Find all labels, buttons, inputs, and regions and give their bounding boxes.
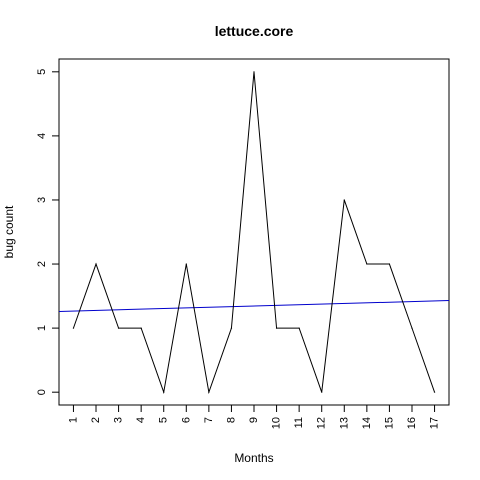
x-tick-label: 4 <box>135 417 147 423</box>
y-tick-label: 1 <box>36 325 48 331</box>
trend-line <box>58 300 450 312</box>
y-tick-label: 4 <box>36 133 48 139</box>
x-tick-label: 8 <box>225 417 237 423</box>
data-point <box>433 391 436 393</box>
x-tick-label: 6 <box>180 417 192 423</box>
x-tick-label: 12 <box>316 417 328 429</box>
x-tick-label: 17 <box>429 417 441 429</box>
y-tick-label: 3 <box>36 197 48 203</box>
data-point <box>298 327 300 329</box>
x-tick-label: 2 <box>90 417 102 423</box>
data-point <box>230 327 233 329</box>
data-point <box>140 327 142 329</box>
y-tick-label: 0 <box>36 389 48 395</box>
y-tick-label: 2 <box>36 261 48 267</box>
x-tick-label: 5 <box>158 417 170 423</box>
series-layer <box>72 71 436 395</box>
series-line <box>72 71 436 395</box>
x-tick-label: 10 <box>271 417 283 429</box>
x-tick-label: 11 <box>293 417 305 428</box>
data-point <box>411 327 413 329</box>
data-point <box>185 263 187 265</box>
x-tick-label: 15 <box>383 417 395 429</box>
x-tick-label: 13 <box>338 417 350 429</box>
trend-layer <box>58 300 450 312</box>
x-axis-label: Months <box>234 451 273 465</box>
data-point <box>366 263 368 265</box>
data-point <box>72 327 75 329</box>
data-point <box>275 327 278 329</box>
x-axis: 1 2 3 4 5 6 7 8 9 10 11 12 13 14 15 16 17 <box>67 404 441 429</box>
plot-frame <box>58 58 450 406</box>
x-tick-label: 16 <box>406 417 418 429</box>
x-tick-label: 9 <box>248 417 260 423</box>
y-tick-label: 5 <box>36 69 48 75</box>
data-point <box>253 71 255 73</box>
y-axis: 0 1 2 3 4 5 <box>36 69 60 395</box>
data-point <box>343 199 345 201</box>
data-point <box>321 391 323 393</box>
y-axis-label: bug count <box>2 205 16 258</box>
chart-title: lettuce.core <box>215 23 294 39</box>
data-point <box>163 391 165 393</box>
data-point <box>117 327 120 329</box>
data-point <box>208 391 210 393</box>
x-tick-label: 7 <box>203 417 215 423</box>
x-tick-label: 14 <box>361 417 373 429</box>
x-tick-label: 3 <box>113 417 125 423</box>
x-tick-label: 1 <box>67 417 79 423</box>
data-point <box>95 263 97 265</box>
data-point <box>388 263 391 265</box>
